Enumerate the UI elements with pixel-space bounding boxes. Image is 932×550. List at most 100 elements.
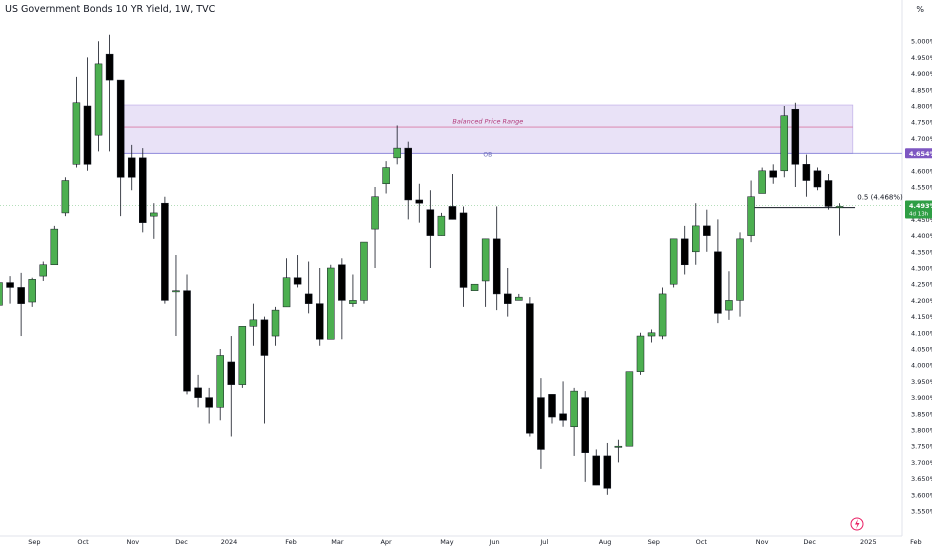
candle-body: [249, 319, 258, 327]
y-tick-label: 4.100%: [911, 329, 932, 337]
candle-body: [194, 387, 202, 398]
x-tick-label: Jul: [539, 538, 548, 546]
candle-body: [570, 390, 578, 428]
x-tick-label: Sep: [28, 538, 40, 546]
x-tick-label: Nov: [126, 538, 139, 546]
candle-body: [0, 282, 3, 306]
candle-body: [28, 279, 36, 303]
candle-body: [382, 167, 390, 185]
candle-body: [459, 212, 468, 288]
y-tick-label: 4.250%: [911, 281, 932, 289]
y-tick-label: 4.900%: [911, 70, 932, 78]
y-tick-label: 3.800%: [911, 427, 932, 435]
y-tick-label: 4.350%: [911, 248, 932, 256]
candle-body: [636, 335, 645, 372]
y-tick-label: 4.300%: [911, 265, 932, 273]
x-tick-label: Feb: [910, 538, 922, 546]
candle-body: [338, 264, 346, 301]
candle-body: [271, 309, 280, 337]
candle-body: [116, 79, 125, 178]
candle-body: [238, 326, 247, 385]
y-tick-label: 4.050%: [911, 346, 932, 354]
candle-body: [448, 206, 457, 220]
candle-body: [548, 394, 556, 418]
y-tick-label: 3.750%: [911, 443, 932, 451]
y-tick-label: 4.150%: [911, 313, 932, 321]
candle-body: [61, 180, 70, 214]
y-tick-label: 4.450%: [911, 216, 932, 224]
candle-body: [404, 147, 412, 201]
candle-body: [282, 277, 291, 308]
candle-body: [260, 319, 269, 356]
candle-body: [747, 196, 755, 236]
last-price-countdown: 4d 13h: [909, 211, 929, 217]
y-tick-label: 4.750%: [911, 119, 932, 127]
y-tick-label: 3.550%: [911, 508, 932, 516]
candle-body: [824, 180, 833, 207]
y-tick-label: 4.000%: [911, 362, 932, 370]
y-tick-label: 4.800%: [911, 103, 932, 111]
candle-body: [725, 300, 733, 311]
y-tick-label: 3.950%: [911, 378, 932, 386]
candle-body: [6, 282, 14, 288]
candle-body: [603, 455, 612, 489]
candle-body: [802, 164, 811, 181]
y-tick-label: 4.600%: [911, 167, 932, 175]
fib-label: 0.5 (4.468%): [857, 194, 903, 202]
candle-body: [83, 105, 92, 165]
candle-body: [293, 277, 302, 285]
candle-body: [415, 199, 424, 204]
x-tick-label: Sep: [648, 538, 660, 546]
last-price-badge: [905, 200, 932, 219]
ob-price-badge: [905, 148, 932, 159]
candle-body: [680, 238, 689, 266]
y-tick-label: 3.900%: [911, 394, 932, 402]
candle-body: [492, 238, 501, 295]
candle-body: [658, 293, 667, 337]
candle-body: [39, 264, 47, 277]
candle-body: [150, 212, 158, 217]
y-tick-label: 3.600%: [911, 491, 932, 499]
y-axis-unit: %: [916, 5, 924, 14]
candle-body: [216, 355, 224, 408]
y-tick-label: 4.850%: [911, 86, 932, 94]
candle-body: [614, 445, 623, 448]
candle-body: [371, 196, 379, 230]
candle-body: [72, 102, 81, 165]
balanced-price-range-zone: [122, 104, 854, 154]
candle-body: [559, 413, 567, 421]
candle-body: [17, 287, 25, 304]
candle-body: [692, 225, 700, 253]
candle-body: [758, 170, 766, 194]
candle-body: [105, 53, 114, 81]
candle-body: [537, 397, 545, 450]
y-tick-label: 3.650%: [911, 475, 932, 483]
ob-price-badge-text: 4.654%: [909, 150, 932, 158]
x-tick-label: Aug: [599, 538, 612, 546]
y-tick-label: 4.400%: [911, 232, 932, 240]
candle-body: [581, 397, 589, 453]
candle-body: [592, 455, 600, 486]
lightning-icon[interactable]: [850, 517, 864, 531]
y-tick-label: 3.850%: [911, 410, 932, 418]
x-tick-label: Dec: [175, 538, 188, 546]
candle-body: [813, 170, 822, 188]
x-tick-label: Feb: [285, 538, 297, 546]
candle-body: [526, 303, 534, 434]
candle-body: [470, 283, 479, 291]
candle-body: [327, 267, 335, 340]
candle-body: [625, 371, 634, 447]
candle-body: [714, 251, 722, 314]
candle-body: [835, 206, 844, 208]
y-tick-label: 3.700%: [911, 459, 932, 467]
x-tick-label: Oct: [77, 538, 89, 546]
x-tick-label: Jun: [488, 538, 499, 546]
x-tick-label: Nov: [756, 538, 769, 546]
candle-body: [791, 108, 800, 165]
y-tick-label: 5.000%: [911, 38, 932, 46]
x-tick-label: Dec: [803, 538, 816, 546]
candle-body: [139, 157, 147, 223]
ob-label: OB: [483, 151, 492, 158]
